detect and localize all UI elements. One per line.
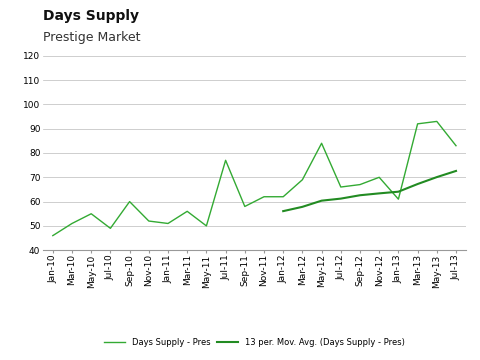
13 per. Mov. Avg. (Days Supply - Pres) bbox=[434, 175, 440, 179]
Days Supply - Pres bbox=[204, 224, 209, 228]
Days Supply - Pres bbox=[50, 234, 56, 238]
Days Supply - Pres bbox=[223, 158, 228, 162]
Days Supply - Pres bbox=[396, 197, 401, 201]
13 per. Mov. Avg. (Days Supply - Pres) bbox=[415, 182, 420, 186]
Days Supply - Pres bbox=[415, 122, 420, 126]
Line: Days Supply - Pres: Days Supply - Pres bbox=[53, 121, 456, 236]
Text: Days Supply: Days Supply bbox=[43, 9, 139, 23]
13 per. Mov. Avg. (Days Supply - Pres) bbox=[376, 191, 382, 195]
Days Supply - Pres bbox=[280, 194, 286, 199]
Days Supply - Pres bbox=[165, 221, 171, 226]
Days Supply - Pres bbox=[319, 141, 324, 145]
Line: 13 per. Mov. Avg. (Days Supply - Pres): 13 per. Mov. Avg. (Days Supply - Pres) bbox=[283, 171, 456, 211]
13 per. Mov. Avg. (Days Supply - Pres) bbox=[357, 193, 363, 197]
Days Supply - Pres bbox=[242, 204, 248, 209]
13 per. Mov. Avg. (Days Supply - Pres) bbox=[453, 169, 459, 173]
Days Supply - Pres bbox=[146, 219, 152, 223]
Days Supply - Pres bbox=[184, 209, 190, 213]
13 per. Mov. Avg. (Days Supply - Pres) bbox=[396, 189, 401, 194]
Legend: Days Supply - Pres, 13 per. Mov. Avg. (Days Supply - Pres): Days Supply - Pres, 13 per. Mov. Avg. (D… bbox=[104, 338, 405, 347]
Text: Prestige Market: Prestige Market bbox=[43, 31, 141, 44]
13 per. Mov. Avg. (Days Supply - Pres) bbox=[280, 209, 286, 213]
Days Supply - Pres bbox=[338, 185, 344, 189]
Days Supply - Pres bbox=[108, 226, 113, 230]
Days Supply - Pres bbox=[69, 221, 75, 226]
Days Supply - Pres bbox=[453, 144, 459, 148]
Days Supply - Pres bbox=[357, 183, 363, 187]
Days Supply - Pres bbox=[127, 199, 132, 204]
13 per. Mov. Avg. (Days Supply - Pres) bbox=[319, 198, 324, 203]
13 per. Mov. Avg. (Days Supply - Pres) bbox=[300, 205, 305, 209]
Days Supply - Pres bbox=[261, 194, 267, 199]
13 per. Mov. Avg. (Days Supply - Pres) bbox=[338, 197, 344, 201]
Days Supply - Pres bbox=[376, 175, 382, 180]
Days Supply - Pres bbox=[434, 119, 440, 123]
Days Supply - Pres bbox=[88, 212, 94, 216]
Days Supply - Pres bbox=[300, 177, 305, 182]
